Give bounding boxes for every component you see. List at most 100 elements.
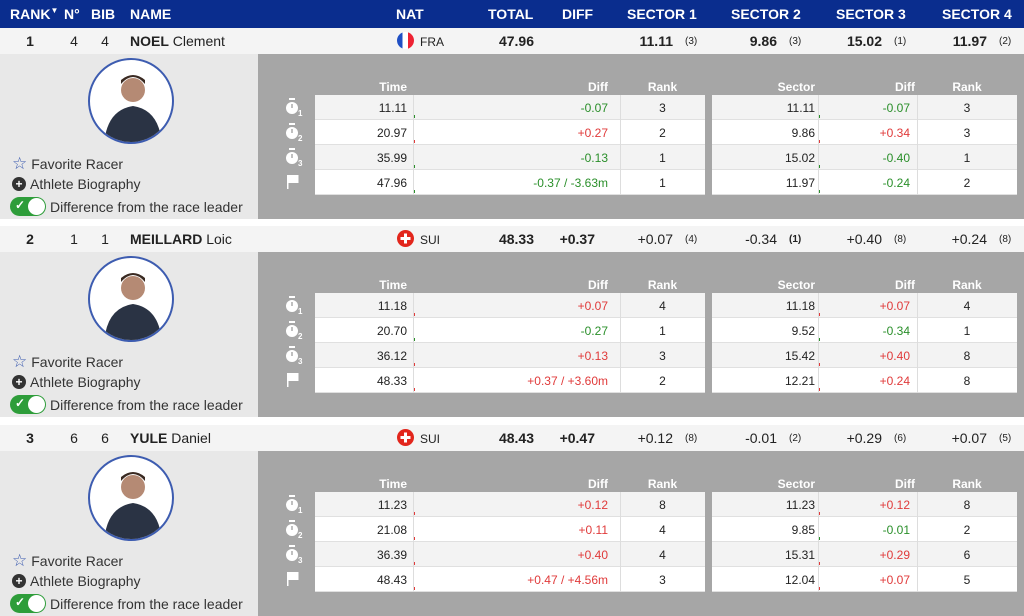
racer-details: ☆ Favorite Racer + Athlete Biography ✓ Diff… <box>0 54 1024 219</box>
diff-marker <box>413 363 415 366</box>
split-diff: -0.37 / -3.63m <box>533 176 608 190</box>
sector-rank: 3 <box>963 101 971 115</box>
split-time: 11.11 <box>378 101 407 115</box>
plus-circle-icon: + <box>12 177 26 191</box>
racer-nat: SUI <box>420 233 441 247</box>
racer-diff: +0.37 <box>559 231 595 247</box>
sector-4-rank: (8) <box>999 234 1012 245</box>
toggle-switch[interactable]: ✓ <box>10 197 46 216</box>
toggle-switch[interactable]: ✓ <box>10 395 46 414</box>
racer-name[interactable]: NOEL Clement <box>130 33 225 49</box>
sector-4-rank: (2) <box>999 36 1012 47</box>
leader-diff-toggle[interactable]: ✓ Difference from the race leader <box>10 594 243 613</box>
sector-3-value: +0.29 <box>846 430 882 446</box>
racer-row[interactable]: 1 4 4 NOEL Clement FRA 47.96 11.11 (3) 9.… <box>0 28 1024 54</box>
split-row: 48.33 +0.37 / +3.60m 2 <box>315 368 705 393</box>
racer-rank: 3 <box>26 430 34 446</box>
sectors-table: 11.23 +0.12 8 9.85 -0.01 2 15.31 +0.29 6… <box>712 492 1017 592</box>
stopwatch-3-icon: 3 <box>284 147 304 168</box>
toggle-switch[interactable]: ✓ <box>10 594 46 613</box>
sectors-table: 11.11 -0.07 3 9.86 +0.34 3 15.02 -0.40 1… <box>712 95 1017 195</box>
racer-details: ☆ Favorite Racer + Athlete Biography ✓ Diff… <box>0 451 1024 616</box>
racer-bib: 1 <box>101 231 109 247</box>
racer-row[interactable]: 3 6 6 YULE Daniel SUI 48.43 +0.47 +0.12 … <box>0 425 1024 451</box>
diff-marker <box>413 313 415 316</box>
diff-marker <box>818 512 820 515</box>
svg-text:3: 3 <box>298 556 303 564</box>
sectors-table: 11.18 +0.07 4 9.52 -0.34 1 15.42 +0.40 8… <box>712 293 1017 393</box>
diff-marker <box>413 512 415 515</box>
diff-marker <box>818 140 820 143</box>
split-rank: 4 <box>659 299 666 313</box>
sector-rank: 2 <box>963 523 971 537</box>
split-rank: 1 <box>659 151 666 165</box>
racer-number: 1 <box>70 231 78 247</box>
favorite-racer-button[interactable]: ☆ Favorite Racer <box>12 551 124 570</box>
sector-row: 9.52 -0.34 1 <box>712 318 1017 343</box>
split-row: 11.11 -0.07 3 <box>315 95 705 120</box>
split-time: 48.43 <box>376 573 407 587</box>
favorite-racer-button[interactable]: ☆ Favorite Racer <box>12 154 124 173</box>
sort-down-icon: ▼ <box>50 6 59 15</box>
racer-nat: SUI <box>420 432 441 446</box>
sector-2-rank: (2) <box>789 433 802 444</box>
athlete-biography-button[interactable]: + Athlete Biography <box>12 573 141 589</box>
th-sector-rank: Rank <box>952 477 982 491</box>
sector-1-value: 11.11 <box>639 33 674 49</box>
athlete-photo <box>88 455 174 541</box>
star-icon: ☆ <box>12 352 28 371</box>
racer-name[interactable]: YULE Daniel <box>130 430 211 446</box>
sector-time: 15.31 <box>784 548 815 562</box>
sector-time: 11.18 <box>785 299 815 313</box>
split-row: 48.43 +0.47 / +4.56m 3 <box>315 567 705 592</box>
finish-flag-icon <box>284 172 304 192</box>
racer-row[interactable]: 2 1 1 MEILLARD Loic SUI 48.33 +0.37 +0.0… <box>0 226 1024 252</box>
th-sector-rank: Rank <box>952 278 982 292</box>
col-rank[interactable]: RANK▼ <box>10 6 59 22</box>
leader-diff-toggle[interactable]: ✓ Difference from the race leader <box>10 197 243 216</box>
splits-table: 11.18 +0.07 4 20.70 -0.27 1 36.12 +0.13 … <box>315 293 705 393</box>
svg-text:1: 1 <box>298 109 303 117</box>
sector-1-rank: (4) <box>685 234 698 245</box>
sector-time: 15.42 <box>784 349 815 363</box>
racer-total: 47.96 <box>498 33 534 49</box>
athlete-photo <box>88 256 174 342</box>
athlete-biography-button[interactable]: + Athlete Biography <box>12 176 141 192</box>
flag-switzerland-icon <box>397 429 414 446</box>
diff-marker <box>818 363 820 366</box>
sector-rank: 3 <box>963 126 971 140</box>
plus-circle-icon: + <box>12 375 26 389</box>
th-sector: Sector <box>777 477 815 491</box>
split-diff: +0.40 <box>577 548 608 562</box>
split-rank: 3 <box>659 573 666 587</box>
favorite-racer-button[interactable]: ☆ Favorite Racer <box>12 352 124 371</box>
sector-rank: 5 <box>963 573 971 587</box>
diff-marker <box>818 338 820 341</box>
leader-diff-toggle[interactable]: ✓ Difference from the race leader <box>10 395 243 414</box>
sector-1-value: +0.07 <box>637 231 673 247</box>
split-time: 20.97 <box>376 126 407 140</box>
diff-marker <box>413 140 415 143</box>
finish-flag-icon <box>284 370 304 390</box>
split-row: 20.97 +0.27 2 <box>315 120 705 145</box>
sector-diff: +0.07 <box>879 299 910 313</box>
col-bib: BIB <box>91 6 116 22</box>
stopwatch-2-icon: 2 <box>284 320 304 341</box>
split-row: 11.18 +0.07 4 <box>315 293 705 318</box>
sector-diff: +0.12 <box>879 498 910 512</box>
athlete-biography-button[interactable]: + Athlete Biography <box>12 374 141 390</box>
sector-time: 11.97 <box>785 176 815 190</box>
split-rank: 2 <box>659 374 666 388</box>
sector-2-value: 9.86 <box>749 33 777 49</box>
split-time: 36.39 <box>376 548 407 562</box>
svg-text:3: 3 <box>298 357 303 365</box>
stopwatch-2-icon: 2 <box>284 519 304 540</box>
racer-block: 2 1 1 MEILLARD Loic SUI 48.33 +0.37 +0.0… <box>0 226 1024 417</box>
athlete-photo <box>88 58 174 144</box>
split-rank: 4 <box>659 548 666 562</box>
split-diff: -0.07 <box>580 101 608 115</box>
sector-diff: -0.34 <box>882 324 910 338</box>
racer-name[interactable]: MEILLARD Loic <box>130 231 232 247</box>
racer-block: 3 6 6 YULE Daniel SUI 48.43 +0.47 +0.12 … <box>0 425 1024 616</box>
th-rank: Rank <box>647 80 678 94</box>
